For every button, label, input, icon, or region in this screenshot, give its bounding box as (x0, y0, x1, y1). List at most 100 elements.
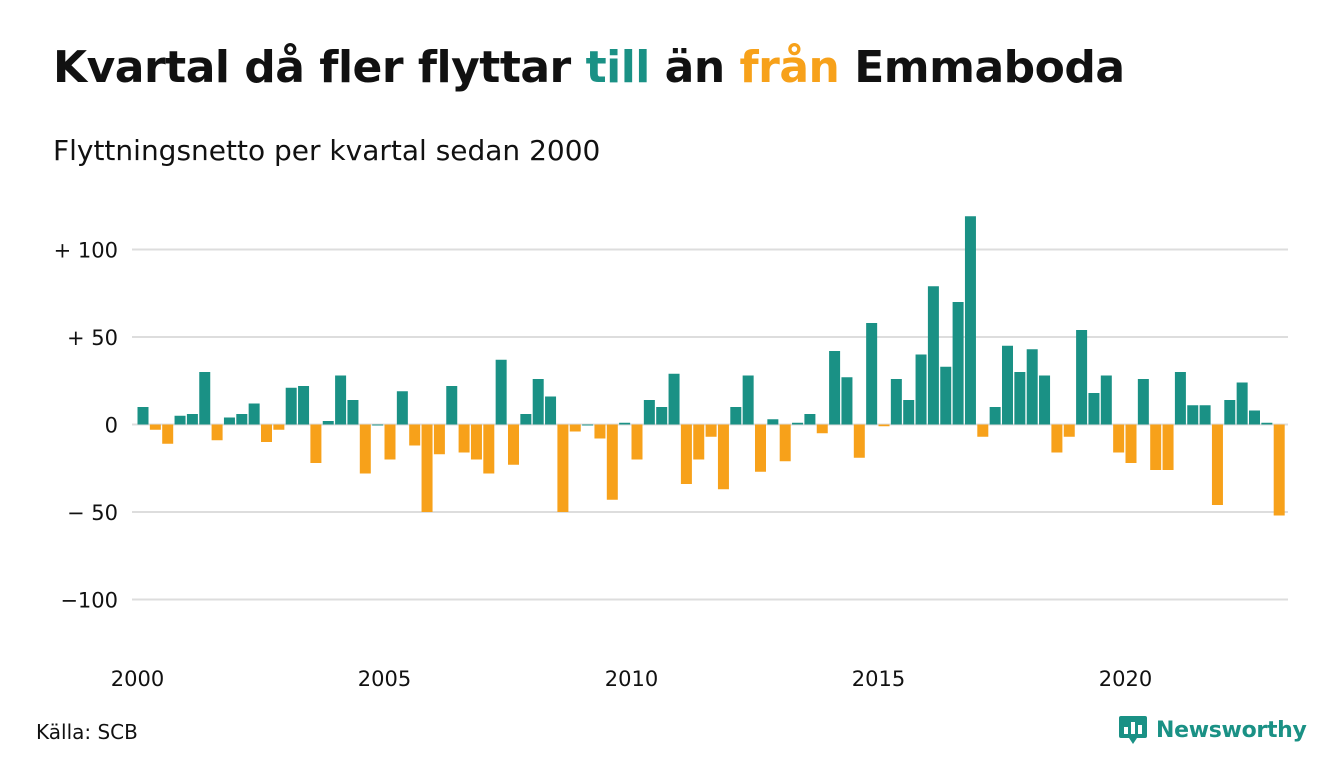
bar (236, 414, 248, 425)
title-till: till (585, 42, 651, 93)
bar (298, 386, 310, 425)
bar (199, 372, 211, 425)
bar (446, 386, 458, 425)
bar (470, 424, 482, 460)
bar (162, 424, 174, 444)
bar (421, 424, 433, 512)
bar (248, 403, 260, 425)
bar (347, 400, 359, 425)
x-tick-label: 2020 (1099, 667, 1152, 691)
bar (1174, 372, 1186, 425)
x-tick-label: 2010 (605, 667, 658, 691)
bar (866, 323, 878, 425)
bar (841, 377, 853, 425)
y-tick-label: −100 (60, 589, 118, 613)
bar (878, 424, 890, 427)
bar (1014, 372, 1026, 425)
bar (409, 424, 421, 446)
x-axis: 2000 2005 2010 2015 2020 (111, 667, 1152, 691)
bar (1273, 424, 1285, 516)
bar (211, 424, 223, 441)
bar (359, 424, 371, 474)
bar (779, 424, 791, 462)
bar (915, 354, 927, 425)
bar (767, 419, 779, 425)
bar (310, 424, 322, 463)
bar (545, 396, 557, 425)
bar (656, 407, 668, 425)
bar (977, 424, 989, 437)
bar (606, 424, 618, 500)
bar (903, 400, 915, 425)
title-fran: från (739, 42, 840, 93)
newsworthy-brand-name: Newsworthy (1156, 717, 1307, 743)
y-tick-label: + 50 (67, 326, 118, 350)
bar (1224, 400, 1236, 425)
bar (594, 424, 606, 439)
bar (964, 216, 976, 425)
y-tick-label: − 50 (67, 501, 118, 525)
bar (1137, 379, 1149, 425)
title-part-3: Emmaboda (839, 42, 1125, 93)
bar (458, 424, 470, 453)
bar (680, 424, 692, 484)
bar (582, 424, 594, 426)
bar (149, 424, 161, 430)
bar (495, 359, 507, 425)
bar (1051, 424, 1063, 453)
x-tick-label: 2000 (111, 667, 164, 691)
bar (940, 366, 952, 425)
chart-subtitle: Flyttningsnetto per kvartal sedan 2000 (53, 134, 601, 167)
bar (532, 379, 544, 425)
bar (1236, 382, 1248, 425)
bar (804, 414, 816, 425)
bar (335, 375, 347, 425)
bar (396, 391, 408, 425)
bar (755, 424, 766, 472)
bar (1199, 405, 1211, 425)
y-axis: + 100 + 50 0 − 50 −100 (54, 239, 118, 613)
newsworthy-logo[interactable]: Newsworthy (1118, 714, 1307, 746)
bar (186, 414, 198, 425)
bar-chart: + 100 + 50 0 − 50 −100 2000 2005 2010 2015 2020 (54, 216, 1288, 691)
bar (631, 424, 643, 460)
y-tick-label: + 100 (54, 239, 118, 263)
bar (1113, 424, 1125, 453)
x-tick-label: 2005 (358, 667, 411, 691)
bar (693, 424, 705, 460)
bar (619, 422, 631, 425)
bar (1150, 424, 1162, 470)
bar (890, 379, 902, 425)
bar (557, 424, 569, 512)
bar (742, 375, 754, 425)
bar (1187, 405, 1199, 425)
bar (372, 424, 384, 426)
bar (1002, 345, 1013, 425)
bar (952, 302, 964, 425)
bar (261, 424, 272, 442)
bar (520, 414, 532, 425)
title-part-1: Kvartal då fler flyttar (53, 42, 586, 93)
bar (927, 286, 939, 425)
bars (137, 216, 1285, 516)
bar (816, 424, 828, 434)
bar (705, 424, 717, 437)
bar (273, 424, 285, 430)
bar (1063, 424, 1075, 437)
bar (1125, 424, 1137, 463)
bar (174, 415, 186, 425)
bar (989, 407, 1001, 425)
bar (322, 421, 334, 425)
bar (643, 400, 655, 425)
bar (853, 424, 865, 458)
bar (792, 422, 804, 425)
bar (384, 424, 396, 460)
bar (668, 373, 680, 425)
bar (508, 424, 519, 465)
bar (1249, 410, 1260, 425)
y-tick-label: 0 (105, 414, 118, 438)
bar (1076, 330, 1088, 425)
bar (1039, 375, 1051, 425)
source-label: Källa: SCB (36, 720, 138, 744)
bar (1088, 393, 1100, 425)
